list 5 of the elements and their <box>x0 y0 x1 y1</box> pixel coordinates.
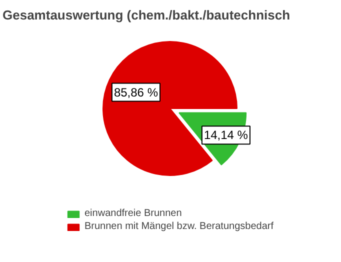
legend-label: einwandfreie Brunnen <box>84 208 182 219</box>
data-label: 14,14 % <box>204 128 248 142</box>
legend-label: Brunnen mit Mängel bzw. Beratungsbedarf <box>84 221 274 232</box>
chart-title: Gesamtauswertung (chem./bakt./bautechnisch <box>2 8 290 22</box>
data-label: 85,86 % <box>114 85 158 100</box>
